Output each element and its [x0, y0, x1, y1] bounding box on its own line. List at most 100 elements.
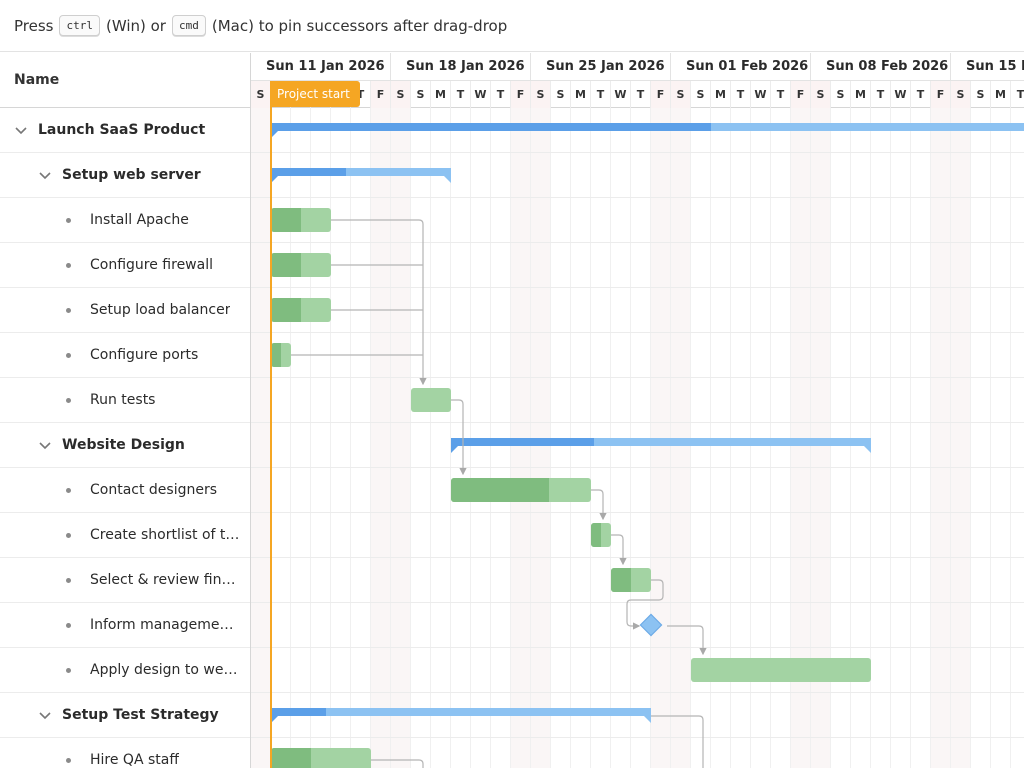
task-bar-apply-design[interactable] [691, 658, 871, 682]
task-row[interactable]: Install Apache [0, 198, 250, 243]
day-column [991, 108, 1011, 768]
day-column [391, 108, 411, 768]
task-name: Install Apache [90, 212, 189, 228]
dep-inform-apply [667, 625, 707, 656]
day-header: S [671, 81, 691, 108]
task-name: Website Design [62, 437, 185, 453]
day-column [331, 108, 351, 768]
task-row[interactable]: Apply design to we… [0, 648, 250, 693]
day-header: M [991, 81, 1011, 108]
day-header: T [351, 81, 371, 108]
name-header-label: Name [14, 72, 60, 88]
week-header: Sun 15 Feb 2026 [951, 53, 1024, 81]
task-bar-create-shortlist[interactable] [591, 523, 611, 547]
project-start-flag[interactable]: Project start [270, 81, 360, 107]
row-divider [251, 557, 1024, 558]
task-bar-contact-designers[interactable] [451, 478, 591, 502]
name-column-header[interactable]: Name [0, 53, 250, 108]
toolbar-hint: Press ctrl (Win) or cmd (Mac) to pin suc… [0, 0, 1024, 52]
week-header: Sun 01 Feb 2026 [671, 53, 811, 81]
day-header: T [911, 81, 931, 108]
chevron-down-icon[interactable] [38, 438, 52, 452]
day-header: T [631, 81, 651, 108]
task-bar-hire-qa[interactable] [271, 748, 371, 768]
task-row[interactable]: Run tests [0, 378, 250, 423]
chevron-down-icon[interactable] [38, 168, 52, 182]
task-progress [271, 253, 301, 277]
day-header: M [711, 81, 731, 108]
week-header: Sun 18 Jan 2026 [391, 53, 531, 81]
task-name: Hire QA staff [90, 752, 179, 768]
task-bar-configure-ports[interactable] [271, 343, 291, 367]
parent-bar-website-design[interactable] [451, 438, 871, 453]
task-bar-select-review[interactable] [611, 568, 651, 592]
parent-bar-launch-saas[interactable] [271, 123, 1024, 138]
day-column [371, 108, 391, 768]
day-header: M [431, 81, 451, 108]
parent-progress [271, 123, 711, 131]
row-divider [251, 467, 1024, 468]
task-name: Create shortlist of t… [90, 527, 240, 543]
day-header: M [571, 81, 591, 108]
task-row[interactable]: Inform manageme… [0, 603, 250, 648]
task-progress [591, 523, 601, 547]
week-header: Sun 25 Jan 2026 [531, 53, 671, 81]
task-row[interactable]: Configure ports [0, 333, 250, 378]
task-name: Configure ports [90, 347, 199, 363]
task-progress [271, 748, 311, 768]
task-bar-install-apache[interactable] [271, 208, 331, 232]
day-header: W [891, 81, 911, 108]
task-name: Contact designers [90, 482, 218, 498]
timeline-header: S Sun 11 Jan 2026 Sun 18 Jan 2026 Sun 25 J… [251, 53, 1024, 108]
day-header: W [611, 81, 631, 108]
parent-cap-left [451, 446, 458, 453]
bullet-icon [66, 757, 71, 763]
task-bar-run-tests[interactable] [411, 388, 451, 412]
project-start-line [270, 81, 272, 768]
day-column [971, 108, 991, 768]
task-row[interactable]: Website Design [0, 423, 250, 468]
row-divider [251, 152, 1024, 153]
timeline-body[interactable] [251, 108, 1024, 768]
day-column [411, 108, 431, 768]
day-column [871, 108, 891, 768]
task-row[interactable]: Contact designers [0, 468, 250, 513]
day-header: T [771, 81, 791, 108]
hint-press: Press [14, 16, 54, 35]
row-divider [251, 692, 1024, 693]
parent-bar-setup-web-server[interactable] [271, 168, 451, 183]
task-bar-setup-load-balancer[interactable] [271, 298, 331, 322]
task-row[interactable]: Setup web server [0, 153, 250, 198]
parent-bar-setup-test-strategy[interactable] [271, 708, 651, 723]
task-row[interactable]: Launch SaaS Product [0, 108, 250, 153]
chevron-down-icon[interactable] [38, 708, 52, 722]
task-row[interactable]: Select & review fin… [0, 558, 250, 603]
day-header: F [931, 81, 951, 108]
ctrl-key: ctrl [59, 15, 100, 36]
parent-progress [451, 438, 594, 446]
dep-shortlist-select [611, 534, 627, 566]
cmd-key: cmd [171, 15, 206, 36]
task-row[interactable]: Hire QA staff [0, 738, 250, 768]
bullet-icon [66, 307, 71, 313]
day-header: S [811, 81, 831, 108]
day-header: S [411, 81, 431, 108]
task-name: Apply design to we… [90, 662, 238, 678]
task-row[interactable]: Configure firewall [0, 243, 250, 288]
parent-cap-left [271, 716, 278, 723]
task-row[interactable]: Setup Test Strategy [0, 693, 250, 738]
parent-progress [271, 708, 326, 716]
task-row[interactable]: Create shortlist of t… [0, 513, 250, 558]
bullet-icon [66, 622, 71, 628]
row-divider [251, 737, 1024, 738]
hint-win-or: (Win) or [105, 16, 166, 35]
parent-progress [271, 168, 346, 176]
task-name: Configure firewall [90, 257, 213, 273]
chevron-down-icon[interactable] [14, 123, 28, 137]
task-row[interactable]: Setup load balancer [0, 288, 250, 333]
dependency-lines [291, 219, 707, 768]
bullet-icon [66, 397, 71, 403]
task-bar-configure-firewall[interactable] [271, 253, 331, 277]
day-header: S [831, 81, 851, 108]
row-divider [251, 242, 1024, 243]
